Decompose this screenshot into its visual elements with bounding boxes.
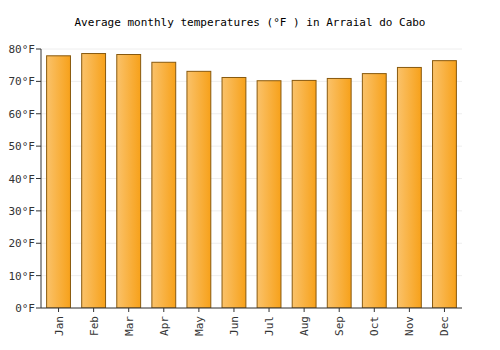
y-tick-label: 30°F <box>9 205 36 218</box>
y-tick-label: 70°F <box>9 75 36 88</box>
x-tick <box>444 308 445 312</box>
bar <box>82 54 106 308</box>
x-axis <box>41 308 462 309</box>
x-tick-label: Mar <box>123 316 136 336</box>
chart-svg: Average monthly temperatures (°F ) in Ar… <box>0 0 500 350</box>
y-tick <box>36 210 41 211</box>
y-tick <box>36 243 41 244</box>
x-tick <box>304 308 305 312</box>
x-tick <box>374 308 375 312</box>
bar <box>117 55 141 308</box>
bar <box>222 77 246 308</box>
y-tick-label: 50°F <box>9 140 36 153</box>
x-tick-label: Oct <box>368 316 381 336</box>
x-tick <box>163 308 164 312</box>
bar <box>187 71 211 308</box>
x-tick-label: May <box>193 316 206 336</box>
x-tick-label: Dec <box>438 316 451 336</box>
x-tick <box>233 308 234 312</box>
bar <box>257 81 281 308</box>
bars <box>47 54 457 308</box>
bar <box>397 67 421 308</box>
x-tick-label: Aug <box>298 316 311 336</box>
y-tick-label: 60°F <box>9 108 36 121</box>
y-tick-label: 80°F <box>9 43 36 56</box>
y-tick <box>36 146 41 147</box>
x-tick-label: Sep <box>333 316 346 336</box>
y-tick-label: 20°F <box>9 237 36 250</box>
x-tick-label: Nov <box>403 316 416 336</box>
y-tick <box>36 49 41 50</box>
grid-line <box>41 49 462 50</box>
y-tick <box>36 308 41 309</box>
title: Average monthly temperatures (°F ) in Ar… <box>75 16 426 29</box>
x-tick <box>409 308 410 312</box>
bar <box>152 62 176 308</box>
y-tick <box>36 178 41 179</box>
y-tick <box>36 113 41 114</box>
x-tick-label: Jan <box>53 316 66 336</box>
x-tick <box>93 308 94 312</box>
bar <box>433 61 457 308</box>
y-tick-label: 40°F <box>9 173 36 186</box>
grid-line <box>41 308 462 309</box>
y-axis <box>41 49 42 308</box>
y-tick <box>36 275 41 276</box>
bar <box>292 80 316 308</box>
y-tick <box>36 81 41 82</box>
x-tick-label: Jul <box>263 316 276 336</box>
bar <box>362 74 386 308</box>
y-tick-label: 0°F <box>15 302 35 315</box>
x-tick <box>128 308 129 312</box>
x-tick <box>269 308 270 312</box>
x-tick-label: Feb <box>88 316 101 336</box>
x-tick <box>58 308 59 312</box>
x-tick <box>339 308 340 312</box>
x-tick-label: Apr <box>158 316 171 336</box>
bar <box>47 56 71 308</box>
x-tick <box>198 308 199 312</box>
x-tick-label: Jun <box>228 316 241 336</box>
y-tick-label: 10°F <box>9 270 36 283</box>
chart-container: Average monthly temperatures (°F ) in Ar… <box>0 0 500 350</box>
bar <box>327 78 351 308</box>
